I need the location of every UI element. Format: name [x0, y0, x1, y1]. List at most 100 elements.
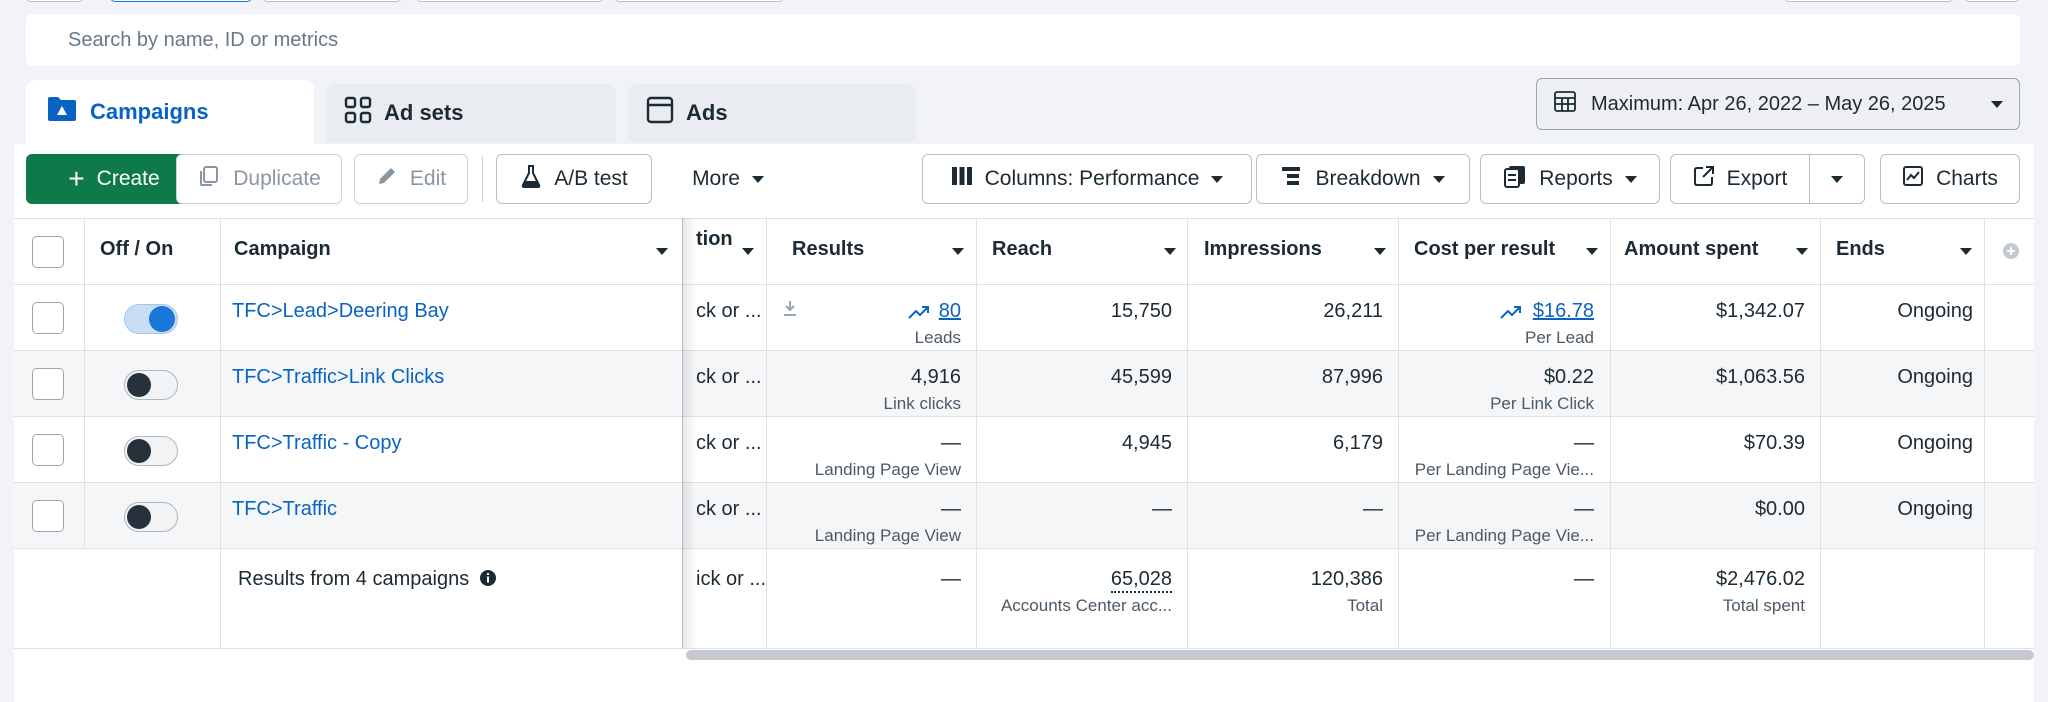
ab-test-button[interactable]: A/B test [496, 154, 652, 204]
results-subtext: Landing Page View [814, 526, 961, 545]
row-divider [14, 548, 2034, 549]
results-subtext: Leads [914, 328, 961, 347]
chevron-down-icon[interactable] [742, 248, 754, 255]
results-value[interactable]: 80 [938, 300, 961, 322]
impressions-value: 6,179 [1332, 432, 1383, 454]
cost-per-result-value[interactable]: $16.78 [1532, 300, 1594, 322]
chevron-down-icon[interactable] [1796, 248, 1808, 255]
horizontal-scrollbar[interactable] [686, 648, 2034, 660]
export-button[interactable]: Export [1670, 154, 1810, 204]
campaign-toggle[interactable] [124, 502, 178, 532]
column-header-ends[interactable]: Ends [1836, 238, 1885, 260]
plus-icon: + [68, 163, 85, 194]
column-divider [1984, 218, 1985, 648]
top-chip[interactable] [416, 0, 604, 2]
chevron-down-icon [751, 175, 764, 183]
reports-icon [1503, 164, 1527, 194]
results-subtext: Landing Page View [814, 460, 961, 479]
chevron-down-icon[interactable] [656, 248, 668, 255]
column-header-attribution[interactable]: tion [696, 228, 733, 250]
row-divider [14, 648, 2034, 649]
reach-value: — [1152, 498, 1172, 520]
pencil-icon [376, 165, 398, 193]
column-header-amount-spent[interactable]: Amount spent [1624, 238, 1759, 260]
column-header-cost-per-result[interactable]: Cost per result [1414, 238, 1556, 260]
calendar-icon [1553, 89, 1577, 119]
top-chip[interactable] [614, 0, 784, 2]
totals-reach[interactable]: 65,028 [1110, 568, 1172, 593]
amount-spent-value: $1,342.07 [1716, 300, 1805, 322]
top-chip[interactable] [26, 0, 84, 2]
scrollbar-thumb[interactable] [686, 650, 2034, 660]
chevron-down-icon[interactable] [1374, 248, 1386, 255]
tab-ad-sets[interactable]: Ad sets [326, 84, 616, 142]
totals-amount-spent: $2,476.02 [1716, 568, 1805, 590]
impressions-value: 87,996 [1321, 366, 1383, 388]
campaign-toggle[interactable] [124, 304, 178, 334]
edit-button[interactable]: Edit [354, 154, 468, 204]
top-chip[interactable] [262, 0, 402, 2]
chevron-down-icon[interactable] [1586, 248, 1598, 255]
row-checkbox[interactable] [32, 368, 64, 400]
row-checkbox[interactable] [32, 434, 64, 466]
row-checkbox[interactable] [32, 500, 64, 532]
reach-value: 4,945 [1121, 432, 1172, 454]
folder-icon [46, 95, 78, 129]
row-checkbox[interactable] [32, 302, 64, 334]
search-bar[interactable] [26, 14, 2020, 66]
campaign-name-link[interactable]: TFC>Traffic>Link Clicks [232, 366, 445, 388]
attribution-cell: ck or ... [696, 300, 762, 322]
campaign-name-link[interactable]: TFC>Lead>Deering Bay [232, 300, 449, 322]
ends-value: Ongoing [1897, 300, 1973, 322]
chevron-down-icon[interactable] [1960, 248, 1972, 255]
table-row-bg [14, 284, 2034, 350]
charts-button[interactable]: Charts [1880, 154, 2020, 204]
campaigns-panel: + Create Duplicate Edit A/B test More Co… [14, 144, 2034, 702]
campaigns-table: Off / On Campaign tion Results Reach Imp… [14, 218, 2034, 649]
top-chip-selected[interactable] [110, 0, 252, 2]
top-chip[interactable] [1784, 0, 1954, 2]
column-divider [766, 218, 767, 648]
columns-button[interactable]: Columns: Performance [922, 154, 1252, 204]
campaign-name-link[interactable]: TFC>Traffic - Copy [232, 432, 402, 454]
chevron-down-icon[interactable] [952, 248, 964, 255]
chevron-down-icon[interactable] [1164, 248, 1176, 255]
totals-attribution: ick or ... [696, 568, 767, 590]
create-button[interactable]: + Create [26, 154, 202, 204]
tab-campaigns[interactable]: Campaigns [26, 80, 314, 144]
cost-per-result-subtext: Per Lead [1525, 328, 1594, 347]
info-icon[interactable] [479, 569, 497, 593]
reports-button[interactable]: Reports [1480, 154, 1660, 204]
reach-value: 15,750 [1110, 300, 1172, 322]
download-icon[interactable] [782, 300, 798, 323]
trend-up-icon [908, 304, 930, 325]
breakdown-button[interactable]: Breakdown [1256, 154, 1470, 204]
date-range-label: Maximum: Apr 26, 2022 – May 26, 2025 [1591, 92, 1946, 115]
column-header-campaign[interactable]: Campaign [234, 238, 331, 260]
top-chip[interactable] [1964, 0, 2020, 2]
more-button[interactable]: More [666, 154, 790, 204]
column-divider [1820, 218, 1821, 648]
column-header-results[interactable]: Results [792, 238, 865, 260]
column-header-toggle[interactable]: Off / On [100, 238, 174, 260]
tab-ads[interactable]: Ads [628, 84, 916, 142]
add-column-icon[interactable] [2002, 242, 2020, 265]
chevron-down-icon [1432, 175, 1445, 183]
totals-cost-per-result: — [1574, 568, 1594, 590]
campaign-toggle[interactable] [124, 370, 178, 400]
campaign-name-link[interactable]: TFC>Traffic [232, 498, 338, 520]
export-icon [1693, 165, 1715, 193]
column-header-impressions[interactable]: Impressions [1204, 238, 1322, 260]
ends-value: Ongoing [1897, 366, 1973, 388]
chevron-down-icon [1991, 100, 2003, 108]
column-header-reach[interactable]: Reach [992, 238, 1053, 260]
row-divider [14, 416, 2034, 417]
breakdown-icon [1281, 166, 1303, 192]
select-all-checkbox[interactable] [32, 236, 64, 268]
campaign-toggle[interactable] [124, 436, 178, 466]
duplicate-button[interactable]: Duplicate [176, 154, 342, 204]
search-input[interactable] [68, 28, 2020, 52]
chart-icon [1902, 165, 1924, 193]
export-dropdown-button[interactable] [1809, 154, 1865, 204]
date-range-picker[interactable]: Maximum: Apr 26, 2022 – May 26, 2025 [1536, 78, 2020, 130]
